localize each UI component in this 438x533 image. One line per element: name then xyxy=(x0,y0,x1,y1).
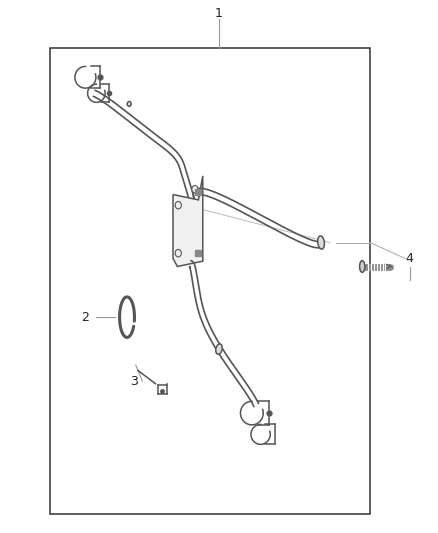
Circle shape xyxy=(175,201,181,209)
Text: 3: 3 xyxy=(130,375,138,387)
Circle shape xyxy=(192,185,198,193)
Text: 1: 1 xyxy=(215,7,223,20)
Text: 4: 4 xyxy=(406,252,413,265)
Bar xyxy=(50,48,370,514)
Polygon shape xyxy=(173,176,203,266)
Ellipse shape xyxy=(318,236,325,249)
Text: 2: 2 xyxy=(81,311,89,324)
Ellipse shape xyxy=(360,261,365,272)
Circle shape xyxy=(175,249,181,257)
Ellipse shape xyxy=(216,344,222,354)
Ellipse shape xyxy=(127,102,131,106)
